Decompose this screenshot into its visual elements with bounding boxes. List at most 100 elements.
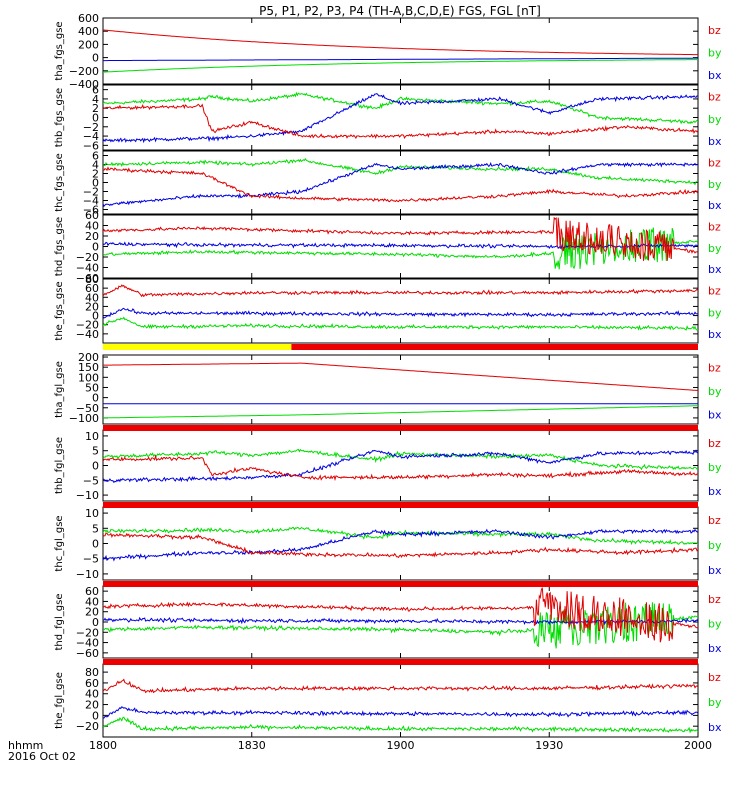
y-tick-label: 60 (85, 209, 99, 222)
series-by (103, 602, 698, 649)
legend-bx: bx (708, 485, 722, 498)
legend-bx: bx (708, 721, 722, 734)
legend-bz: bz (708, 91, 721, 104)
legend-by: by (708, 242, 722, 255)
y-tick-label: −10 (76, 489, 99, 502)
y-tick-label: −100 (69, 412, 99, 425)
series-group (103, 678, 698, 734)
legend-by: by (708, 306, 722, 319)
y-tick-label: −20 (76, 720, 99, 733)
y-tick-label: −60 (76, 272, 99, 285)
status-bar-segment (103, 659, 698, 665)
y-tick-label: −4 (83, 195, 99, 208)
panel-frame (102, 429, 699, 502)
y-tick-label: 10 (85, 430, 99, 443)
x-tick-label: 1800 (89, 739, 117, 752)
y-tick-label: −5 (83, 553, 99, 566)
y-tick-label: 0 (92, 538, 99, 551)
x-tick-label: 1900 (387, 739, 415, 752)
panel-frame (102, 150, 699, 215)
y-tick-label: −6 (83, 139, 99, 152)
series-bx (103, 706, 698, 719)
y-tick-label: −20 (76, 626, 99, 639)
status-bar-segment (291, 344, 698, 350)
x-axis: 1800 1830 1900 1930 2000 (89, 739, 712, 752)
panel-frame (102, 506, 699, 581)
series-group (103, 91, 698, 144)
series-by (103, 158, 698, 186)
panel-frame (102, 278, 699, 344)
panel-frame (102, 17, 699, 85)
series-by (103, 59, 698, 73)
y-axis-label: thc_fgl_gse (54, 515, 65, 571)
y-axis-label: thd_fgs_gse (54, 217, 65, 276)
series-by (103, 716, 698, 734)
chart-title: P5, P1, P2, P3, P4 (TH-A,B,C,D,E) FGS, F… (259, 4, 541, 18)
y-tick-label: 80 (85, 666, 99, 679)
status-bar-segment (103, 581, 698, 587)
series-bx (103, 307, 698, 319)
series-bx (103, 161, 698, 207)
panel-frame (102, 354, 699, 425)
legend-by: by (708, 113, 722, 126)
series-group (103, 448, 698, 484)
series-by (103, 227, 698, 270)
legend-by: by (708, 696, 722, 709)
y-tick-label: 150 (78, 361, 99, 374)
legend-bz: bz (708, 285, 721, 298)
series-bz (103, 454, 698, 482)
series-bz (103, 29, 698, 56)
y-tick-label: 4 (92, 159, 99, 172)
y-tick-label: 20 (85, 606, 99, 619)
legend-bx: bx (708, 69, 722, 82)
y-tick-label: −50 (76, 402, 99, 415)
series-group (103, 526, 698, 562)
y-tick-label: 40 (85, 595, 99, 608)
status-bar-segment (103, 425, 698, 431)
panel-frame (102, 663, 699, 738)
series-bz (103, 216, 698, 261)
series-group (103, 587, 698, 649)
panel-thb_fgl_gse: 10 5 0−5 −10 thb_fgl_gse bz by bx (54, 429, 722, 502)
y-axis-label: the_fgl_gse (54, 672, 65, 729)
series-bz (103, 587, 698, 643)
y-axis-label: the_fgs_gse (54, 281, 65, 340)
y-tick-label: 0 (92, 112, 99, 125)
legend-bx: bx (708, 263, 722, 276)
legend-bz: bz (708, 514, 721, 527)
series-bx (103, 93, 698, 144)
series-bx (103, 528, 698, 562)
y-tick-label: 0 (92, 177, 99, 190)
legend-by: by (708, 461, 722, 474)
y-axis-label: tha_fgs_gse (54, 21, 65, 80)
y-tick-label: 0 (92, 392, 99, 405)
x-tick-label: 1830 (238, 739, 266, 752)
y-tick-label: 50 (85, 381, 99, 394)
y-tick-label: 2 (92, 168, 99, 181)
y-tick-label: 100 (78, 371, 99, 384)
y-tick-label: 0 (92, 310, 99, 323)
y-tick-label: 40 (85, 688, 99, 701)
y-tick-label: −6 (83, 204, 99, 217)
legend-bz: bz (708, 437, 721, 450)
series-by (103, 91, 698, 125)
y-axis-label: thb_fgs_gse (54, 88, 65, 147)
status-bar-segment (103, 344, 292, 350)
series-bz (103, 284, 698, 298)
series-group (103, 362, 698, 419)
series-bx (103, 449, 698, 484)
y-tick-label: 60 (85, 585, 99, 598)
legend-by: by (708, 385, 722, 398)
y-tick-label: −60 (76, 647, 99, 660)
legend-bx: bx (708, 642, 722, 655)
legend-by: by (708, 617, 722, 630)
legend-bx: bx (708, 135, 722, 148)
series-group (103, 216, 698, 270)
series-bz (103, 362, 698, 391)
y-tick-label: −2 (83, 186, 99, 199)
